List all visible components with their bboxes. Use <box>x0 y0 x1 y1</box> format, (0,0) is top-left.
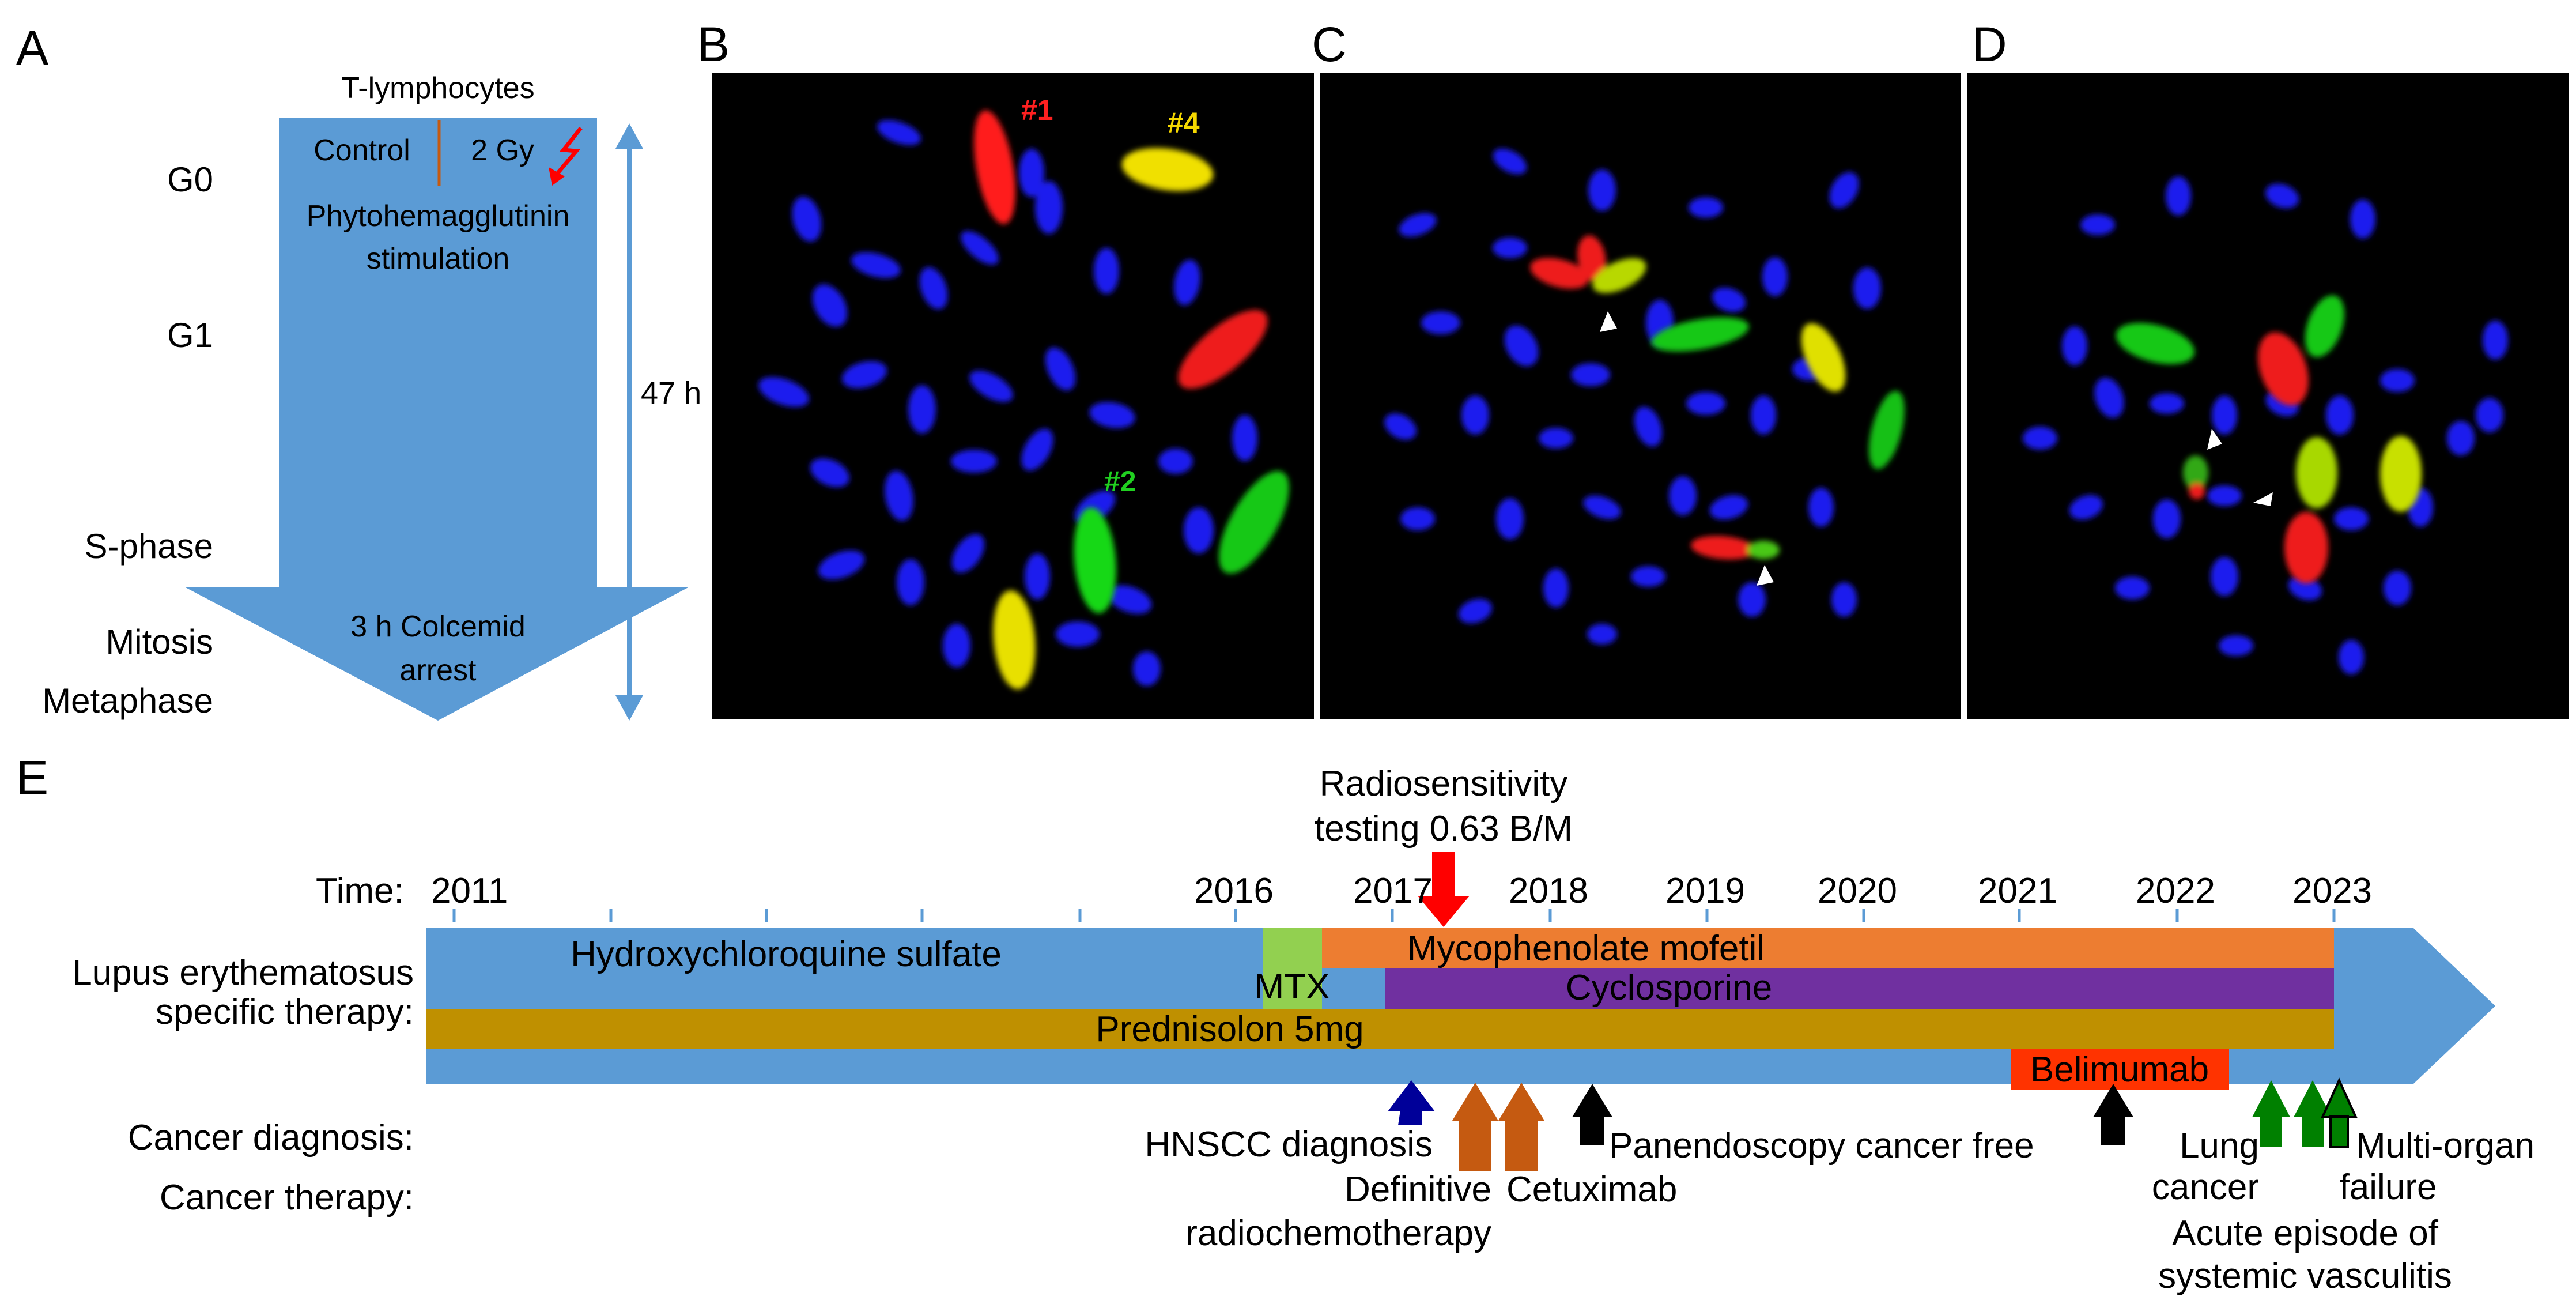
phase-s: S-phase <box>85 527 213 566</box>
prednisolon-label: Prednisolon 5mg <box>1096 1009 1363 1049</box>
phase-metaphase: Metaphase <box>42 681 213 720</box>
panendoscopy-arrow-icon <box>1572 1084 1612 1145</box>
chromosome-spread-b: #1 #4 #2 <box>758 94 1289 689</box>
breakpoint-arrowhead-c2 <box>1757 565 1774 586</box>
belimumab-bar <box>2011 1049 2229 1090</box>
colcemid-line-1: 3 h Colcemid <box>350 610 525 643</box>
hnscc-arrow-icon <box>1388 1080 1435 1125</box>
lung-cancer-line-1: Lung <box>2180 1126 2259 1166</box>
year-2017: 2017 <box>1353 871 1433 911</box>
multi-organ-line-1: Multi-organ <box>2356 1126 2535 1166</box>
breakpoint-arrowhead-d2 <box>2253 492 2273 506</box>
lung-cancer-line-2: cancer <box>2152 1167 2259 1207</box>
year-2011: 2011 <box>431 871 508 911</box>
breakpoint-arrowhead-d1 <box>2207 429 2222 450</box>
phase-mitosis: Mitosis <box>105 623 213 661</box>
cyclosporine-label: Cyclosporine <box>1566 968 1772 1008</box>
cancer-free-arrow-icon <box>2093 1084 2133 1145</box>
panel-c-letter: C <box>1312 17 1347 71</box>
breakpoint-arrowhead-c1 <box>1600 311 1617 332</box>
cell-cycle-flow-arrow <box>184 118 689 721</box>
stimulation-line-2: stimulation <box>367 242 510 276</box>
hnscc-label: HNSCC diagnosis <box>1145 1125 1433 1164</box>
mtx-label: MTX <box>1255 967 1330 1007</box>
mycophenolate-bar <box>1322 928 2334 968</box>
panel-a-letter: A <box>16 21 48 75</box>
metaphase-image-c <box>1320 73 1961 719</box>
vasculitis-line-2: systemic vasculitis <box>2158 1256 2452 1296</box>
duration-label: 47 h <box>641 376 701 410</box>
panel-e: E Radiosensitivity testing 0.63 B/M Time… <box>16 751 2535 1296</box>
panel-c: C <box>1312 17 1961 719</box>
vasculitis-line-1: Acute episode of <box>2172 1213 2439 1253</box>
phase-g0: G0 <box>167 160 213 199</box>
colcemid-line-2: arrest <box>400 654 477 687</box>
chromosome-2-label: #2 <box>1104 465 1136 498</box>
definitive-line-1: Definitive <box>1344 1170 1491 1209</box>
cetuximab-arrow-icon <box>1498 1083 1544 1171</box>
chromosome-spread-c <box>1384 148 1905 645</box>
chromosome-4-label: #4 <box>1168 107 1200 139</box>
lung-cancer-arrow-icon <box>2252 1080 2290 1147</box>
panendoscopy-label: Panendoscopy cancer free <box>1609 1126 2034 1166</box>
belimumab-label: Belimumab <box>2030 1050 2209 1090</box>
row-label-lupus-2: specific therapy: <box>156 992 414 1032</box>
radiosensitivity-arrow-icon <box>1418 852 1470 927</box>
time-label: Time: <box>316 871 404 911</box>
year-2019: 2019 <box>1665 871 1745 911</box>
duration-double-arrow <box>615 123 643 721</box>
prednisolon-bar <box>426 1009 2334 1049</box>
year-2023: 2023 <box>2292 871 2372 911</box>
control-label: Control <box>313 134 410 167</box>
cetuximab-label: Cetuximab <box>1506 1170 1677 1209</box>
panel-b-letter: B <box>697 17 730 71</box>
panel-d: D <box>1967 17 2569 719</box>
radiosensitivity-line-2: testing 0.63 B/M <box>1315 809 1573 849</box>
dose-label: 2 Gy <box>471 134 534 167</box>
panel-b: B <box>697 17 1314 719</box>
vasculitis-arrow-icon <box>2294 1080 2332 1147</box>
axis-ticks <box>452 909 2336 922</box>
row-label-lupus-1: Lupus erythematosus <box>72 953 414 993</box>
definitive-line-2: radiochemotherapy <box>1185 1213 1491 1253</box>
radiochemotherapy-arrow-icon <box>1452 1083 1498 1171</box>
cyclosporine-bar <box>1385 968 2334 1009</box>
year-2022: 2022 <box>2136 871 2215 911</box>
panel-e-letter: E <box>16 751 48 805</box>
stimulation-line-1: Phytohemagglutinin <box>307 199 570 233</box>
year-2016: 2016 <box>1194 871 1274 911</box>
radiosensitivity-line-1: Radiosensitivity <box>1320 764 1568 804</box>
hydroxychloroquine-label: Hydroxychloroquine sulfate <box>571 934 1002 974</box>
year-2018: 2018 <box>1509 871 1588 911</box>
radiation-lightning-icon <box>549 126 583 186</box>
mtx-bar <box>1263 928 1322 1009</box>
chromosome-spread-d <box>2023 176 2508 674</box>
row-label-cancer-therapy: Cancer therapy: <box>160 1178 414 1218</box>
panel-a: A T-lymphocytes Control 2 Gy Phytohemagg… <box>16 21 701 721</box>
row-label-cancer-diagnosis: Cancer diagnosis: <box>128 1118 414 1158</box>
phase-g1: G1 <box>167 316 213 355</box>
year-2021: 2021 <box>1978 871 2057 911</box>
chromosome-1-label: #1 <box>1021 94 1053 126</box>
panel-d-letter: D <box>1972 17 2007 71</box>
mycophenolate-label: Mycophenolate mofetil <box>1407 929 1765 968</box>
multi-organ-failure-arrow-icon <box>2320 1077 2358 1148</box>
year-2020: 2020 <box>1818 871 1897 911</box>
t-lymphocytes-title: T-lymphocytes <box>341 71 534 105</box>
multi-organ-line-2: failure <box>2340 1167 2437 1207</box>
